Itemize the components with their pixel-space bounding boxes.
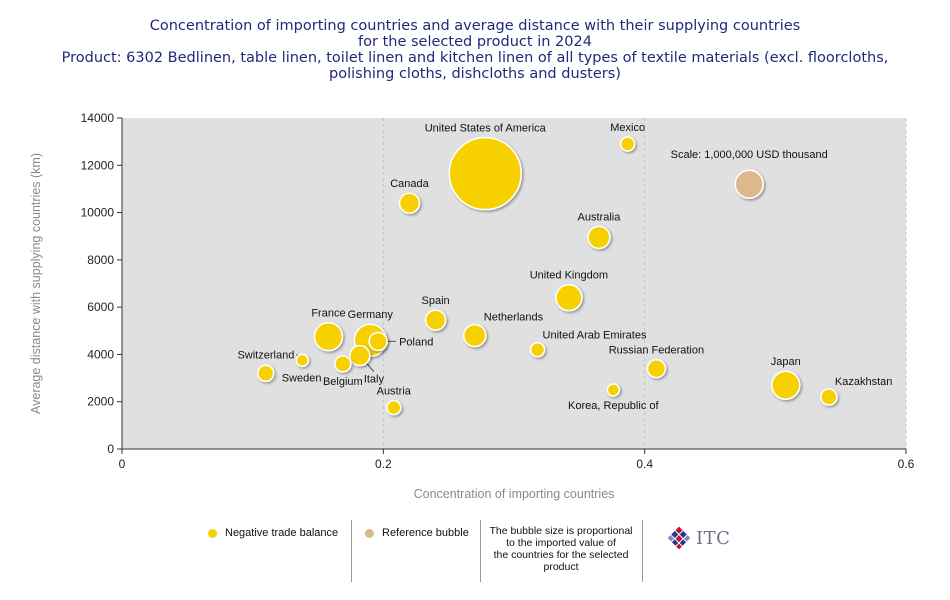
itc-logo: ITC — [666, 525, 730, 551]
x-tick-label: 0.4 — [636, 457, 653, 471]
bubble-label: United States of America — [425, 123, 547, 135]
bubble-label: Italy — [364, 374, 385, 386]
bubble-label: Netherlands — [484, 312, 544, 324]
bubble-label: United Kingdom — [530, 270, 608, 282]
reference-dot-icon — [365, 528, 374, 538]
x-tick-label: 0 — [119, 457, 126, 471]
country-bubble — [587, 225, 611, 250]
country-bubble — [349, 344, 371, 367]
legend-divider — [642, 520, 643, 582]
y-tick-label: 0 — [107, 442, 114, 456]
country-bubble — [424, 309, 447, 331]
note-line: product — [543, 561, 579, 573]
legend-size-note: The bubble size is proportional to the i… — [482, 525, 640, 573]
bubble-label: Kazakhstan — [835, 376, 892, 388]
country-bubble — [606, 383, 621, 397]
note-line: The bubble size is proportional — [489, 525, 633, 537]
x-axis-label: Concentration of importing countries — [414, 487, 615, 501]
bubbles — [256, 136, 838, 416]
legend-reference: Reference bubble — [365, 527, 469, 539]
y-tick-label: 12000 — [81, 158, 115, 172]
bubble-label: Germany — [348, 309, 394, 321]
bubble-label: France — [311, 308, 345, 320]
y-tick-label: 2000 — [87, 395, 114, 409]
grid-lines — [382, 118, 907, 449]
country-bubble — [368, 331, 388, 352]
legend-divider — [351, 520, 352, 582]
bubble-label: Switzerland — [237, 349, 294, 361]
bubble-label: Russian Federation — [609, 345, 704, 357]
chart-title: Concentration of importing countries and… — [0, 18, 950, 82]
y-tick-label: 6000 — [87, 300, 114, 314]
note-line: the countries for the selected — [493, 549, 629, 561]
x-tick-label: 0.6 — [898, 457, 915, 471]
title-line-3: Product: 6302 Bedlinen, table linen, toi… — [61, 50, 889, 66]
legend: Negative trade balance Reference bubble … — [0, 520, 950, 582]
bubble-label: United Arab Emirates — [543, 330, 647, 342]
y-axis-label: Average distance with supplying countrie… — [29, 153, 43, 414]
bubble-label: Australia — [578, 211, 622, 223]
bubble-label: Spain — [422, 295, 450, 307]
bubble-label: Canada — [390, 178, 429, 190]
negative-dot-icon — [208, 528, 217, 538]
country-bubble — [462, 323, 487, 348]
country-bubble — [619, 136, 636, 152]
reference-bubble — [734, 169, 765, 199]
legend-reference-label: Reference bubble — [382, 527, 469, 539]
country-bubble — [256, 364, 275, 383]
bubble-label: Scale: 1,000,000 USD thousand — [671, 149, 828, 161]
itc-logo-icon — [667, 526, 691, 550]
itc-logo-text: ITC — [696, 527, 731, 549]
country-bubble — [555, 283, 583, 312]
y-tick-label: 4000 — [87, 347, 114, 361]
country-bubble — [448, 136, 523, 211]
country-bubble — [820, 388, 838, 406]
bubble-label: Korea, Republic of — [568, 400, 659, 412]
country-bubble — [295, 353, 310, 368]
bubble-label: Japan — [771, 356, 801, 368]
y-tick-label: 8000 — [87, 253, 114, 267]
country-bubble — [529, 341, 546, 358]
bubble-label: Sweden — [282, 372, 322, 384]
legend-divider — [480, 520, 481, 582]
country-bubble — [646, 358, 667, 379]
bubble-labels: United States of America Mexico Canada Aust… — [237, 122, 892, 412]
country-bubble — [334, 355, 352, 373]
legend-negative-label: Negative trade balance — [225, 527, 339, 539]
legend-negative: Negative trade balance — [208, 527, 338, 539]
y-tick-label: 10000 — [81, 206, 115, 220]
country-bubble — [385, 399, 402, 416]
title-line-4: polishing cloths, dishcloths and dusters… — [329, 66, 621, 82]
bubble-label: Mexico — [610, 122, 645, 134]
axes: 0 0.2 0.4 0.6 0 2000 4000 6000 8000 10000 12000 140… — [81, 111, 915, 471]
country-bubble — [313, 321, 344, 352]
bubble-chart: 0 0.2 0.4 0.6 0 2000 4000 6000 8000 10000 12000 140… — [29, 111, 915, 501]
title-line-1: Concentration of importing countries and… — [149, 18, 801, 34]
y-tick-label: 14000 — [81, 111, 115, 125]
bubble-label: Austria — [377, 386, 412, 398]
note-line: to the imported value of — [506, 537, 616, 549]
country-bubble — [398, 192, 421, 214]
country-bubble — [770, 370, 801, 400]
bubble-label: Belgium — [323, 376, 363, 388]
x-tick-label: 0.2 — [375, 457, 392, 471]
bubble-label: Poland — [399, 336, 433, 348]
title-line-2: for the selected product in 2024 — [358, 34, 592, 50]
